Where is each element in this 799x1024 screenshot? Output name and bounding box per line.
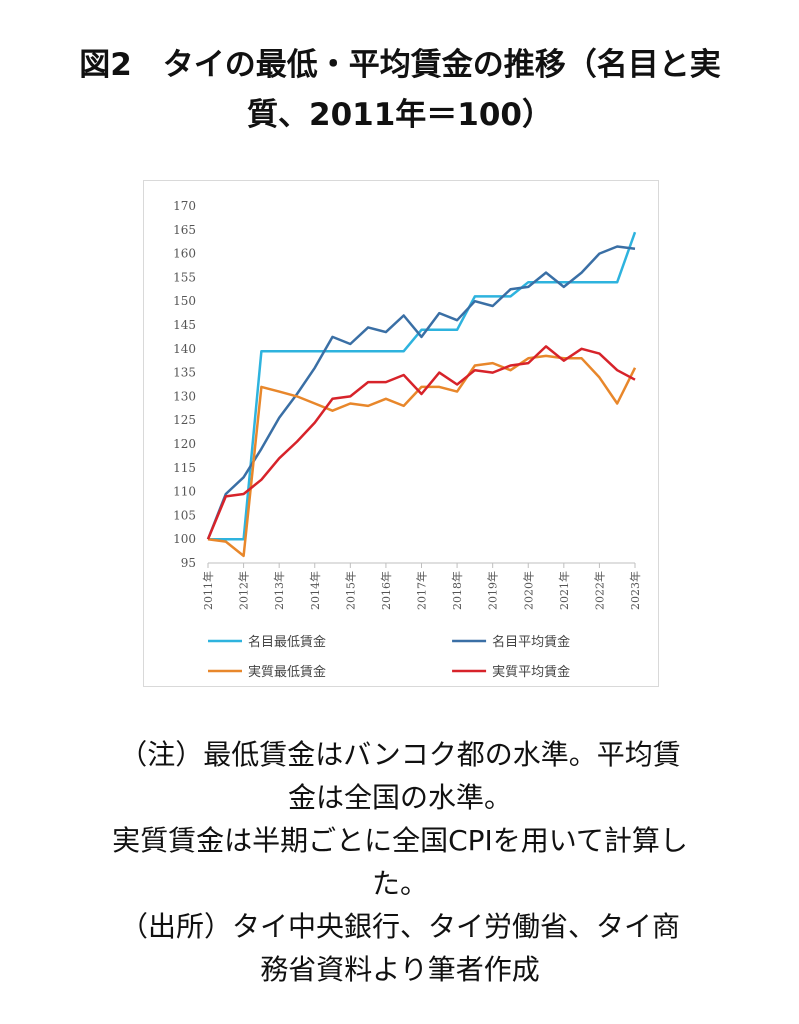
x-tick-label: 2020年 <box>521 571 535 610</box>
y-tick-label: 105 <box>173 508 196 522</box>
figure-title: 図2 タイの最低・平均賃金の推移（名目と実 質、2011年＝100） <box>20 40 780 140</box>
note-line-3: 実質賃金は半期ごとに全国CPIを用いて計算し <box>112 824 688 857</box>
figure-title-line-1: 図2 タイの最低・平均賃金の推移（名目と実 <box>79 47 721 83</box>
note-line-4: た。 <box>371 867 428 900</box>
x-tick-label: 2014年 <box>308 571 322 610</box>
series-line <box>206 245 636 540</box>
x-tick-label: 2019年 <box>486 571 500 610</box>
x-tick-label: 2015年 <box>343 571 357 610</box>
y-tick-label: 95 <box>181 556 196 570</box>
y-tick-label: 125 <box>173 413 196 427</box>
y-tick-label: 160 <box>173 247 196 261</box>
series-line <box>208 231 637 541</box>
y-tick-label: 140 <box>173 342 196 356</box>
legend-label: 名目最低賃金 <box>248 634 326 650</box>
source-line-1: （出所）タイ中央銀行、タイ労働省、タイ商 <box>119 910 680 943</box>
y-tick-label: 120 <box>173 437 196 451</box>
figure-title-line-2: 質、2011年＝100） <box>247 97 553 133</box>
series-line <box>206 345 636 540</box>
note-line-2: 金は全国の水準。 <box>287 781 512 814</box>
x-tick-label: 2022年 <box>592 571 606 610</box>
legend-label: 名目平均賃金 <box>492 634 570 650</box>
y-tick-label: 150 <box>173 294 196 308</box>
y-tick-label: 165 <box>173 223 196 237</box>
y-tick-label: 170 <box>173 199 196 213</box>
source-line-2: 務省資料より筆者作成 <box>260 953 540 986</box>
chart-container: 95 100 105 110 115 120 125 130 135 140 145 150 155 16… <box>143 180 659 687</box>
series-line <box>207 354 637 558</box>
line-chart: 95 100 105 110 115 120 125 130 135 140 145 150 155 16… <box>173 199 642 680</box>
legend-label: 実質平均賃金 <box>492 664 570 680</box>
x-tick-label: 2018年 <box>450 571 464 610</box>
notes: （注）最低賃金はバンコク都の水準。平均賃 金は全国の水準。 実質賃金は半期ごとに… <box>20 733 780 991</box>
y-tick-label: 115 <box>173 461 196 475</box>
y-tick-label: 110 <box>173 485 196 499</box>
y-tick-label: 155 <box>173 270 196 284</box>
x-tick-label: 2013年 <box>272 571 286 610</box>
x-tick-label: 2017年 <box>415 571 429 610</box>
y-tick-label: 135 <box>173 366 196 380</box>
note-line-1: （注）最低賃金はバンコク都の水準。平均賃 <box>119 738 681 771</box>
x-tick-label: 2016年 <box>379 571 393 610</box>
y-tick-label: 100 <box>173 532 196 546</box>
y-tick-label: 130 <box>173 389 196 403</box>
x-tick-label: 2012年 <box>237 571 251 610</box>
legend-label: 実質最低賃金 <box>248 664 326 680</box>
y-tick-label: 145 <box>173 318 196 332</box>
x-tick-label: 2011年 <box>201 571 215 610</box>
x-tick-label: 2023年 <box>628 571 642 610</box>
x-tick-label: 2021年 <box>557 571 571 610</box>
